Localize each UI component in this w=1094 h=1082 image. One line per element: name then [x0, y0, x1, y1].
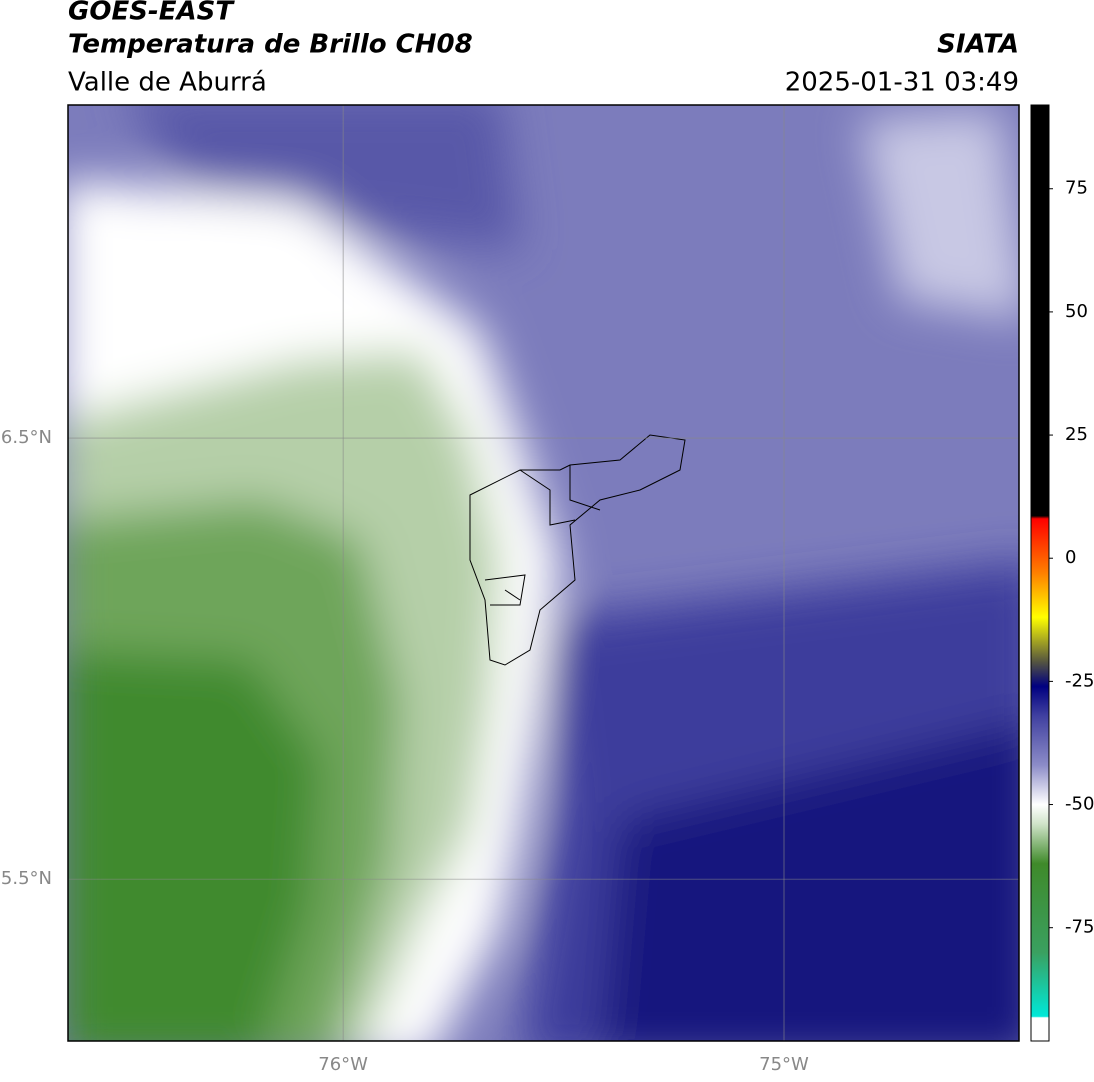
- x-tick-label: 75°W: [759, 1054, 809, 1075]
- colorbar-tick-label: 75: [1065, 178, 1088, 199]
- municipal-borders: [484, 465, 601, 606]
- map-frame: [67, 104, 1020, 1042]
- colorbar-tick-label: 0: [1065, 547, 1076, 568]
- y-tick-label: 5.5°N: [1, 868, 52, 889]
- region: Valle de Aburrá: [68, 68, 267, 98]
- title: GOES-EAST: [68, 0, 235, 27]
- colorbar-tick-label: -75: [1065, 917, 1094, 938]
- subtitle: Temperatura de Brillo CH08: [68, 30, 473, 60]
- y-tick-label: 6.5°N: [1, 427, 52, 448]
- brightness-field: [68, 105, 1019, 1041]
- colorbar-tick-label: -50: [1065, 794, 1094, 815]
- colorbar-tick-label: 50: [1065, 301, 1088, 322]
- x-tick-label: 76°W: [318, 1054, 368, 1075]
- source: SIATA: [937, 30, 1019, 60]
- timestamp: 2025-01-31 03:49: [785, 68, 1019, 98]
- colorbar: 75 50 25 0 -25 -50 -75: [1030, 104, 1094, 1042]
- map-grid: 76°W 75°W 6.5°N 5.5°N: [1, 105, 1019, 1075]
- colorbar-fill: [1030, 104, 1050, 1042]
- colorbar-tick-label: 25: [1065, 424, 1088, 445]
- colorbar-tick-label: -25: [1065, 670, 1094, 691]
